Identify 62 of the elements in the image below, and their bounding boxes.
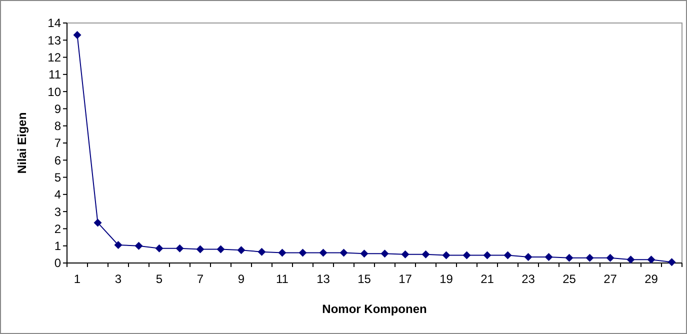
point (134, 242, 143, 250)
point (196, 245, 204, 254)
y-tick-label: 3 (54, 204, 62, 219)
x-tick-label: 11 (276, 272, 289, 286)
y-tick-label: 9 (54, 102, 62, 116)
point (258, 248, 266, 256)
y-tick-label: 5 (54, 170, 62, 184)
point (606, 254, 614, 262)
point (442, 251, 450, 260)
x-tick-label: 17 (398, 272, 412, 286)
x-tick-label: 5 (156, 272, 163, 286)
point (586, 254, 594, 262)
point (94, 218, 102, 227)
x-tick-label: 9 (238, 272, 245, 286)
point (524, 253, 532, 261)
point (298, 248, 307, 257)
x-tick-label: 23 (522, 272, 536, 286)
point (73, 31, 82, 39)
x-tick-label: 1 (74, 272, 81, 286)
x-tick-label: 13 (316, 272, 330, 286)
point (237, 246, 246, 254)
point (278, 248, 286, 257)
point (319, 248, 328, 257)
point (462, 251, 471, 260)
y-tick-label: 2 (54, 222, 62, 236)
y-tick-label: 11 (48, 68, 62, 82)
point (360, 250, 368, 258)
y-tick-label: 1 (54, 239, 62, 254)
y-axis-title: Nilai Eigen (15, 112, 29, 174)
x-axis-title: Nomor Komponen (322, 302, 427, 316)
x-tick-label: 21 (480, 272, 494, 286)
point (176, 244, 184, 252)
point (483, 251, 492, 260)
x-tick-label: 3 (114, 272, 122, 286)
y-tick-label: 14 (48, 16, 62, 30)
point (114, 241, 122, 249)
point (544, 253, 553, 261)
y-tick-label: 0 (54, 256, 62, 270)
point (626, 256, 635, 264)
point (155, 244, 164, 252)
y-tick-label: 6 (54, 153, 62, 168)
point (668, 258, 676, 266)
y-tick-label: 10 (48, 84, 62, 99)
y-tick-label: 4 (54, 188, 62, 202)
y-tick-label: 8 (54, 119, 62, 134)
point (422, 250, 430, 258)
x-tick-label: 7 (196, 272, 204, 286)
x-tick-label: 19 (440, 272, 454, 286)
point (565, 254, 574, 262)
x-tick-label: 15 (358, 272, 372, 286)
x-tick-label: 25 (562, 272, 576, 286)
y-tick-label: 12 (48, 50, 62, 64)
point (340, 248, 348, 257)
y-tick-label: 13 (48, 33, 62, 48)
x-tick-label: 27 (604, 272, 618, 286)
x-tick-label: 29 (644, 272, 658, 286)
point (216, 245, 225, 254)
y-tick-label: 7 (54, 136, 62, 150)
point (647, 256, 656, 264)
point (401, 250, 410, 258)
point (380, 250, 389, 258)
point (504, 251, 512, 260)
